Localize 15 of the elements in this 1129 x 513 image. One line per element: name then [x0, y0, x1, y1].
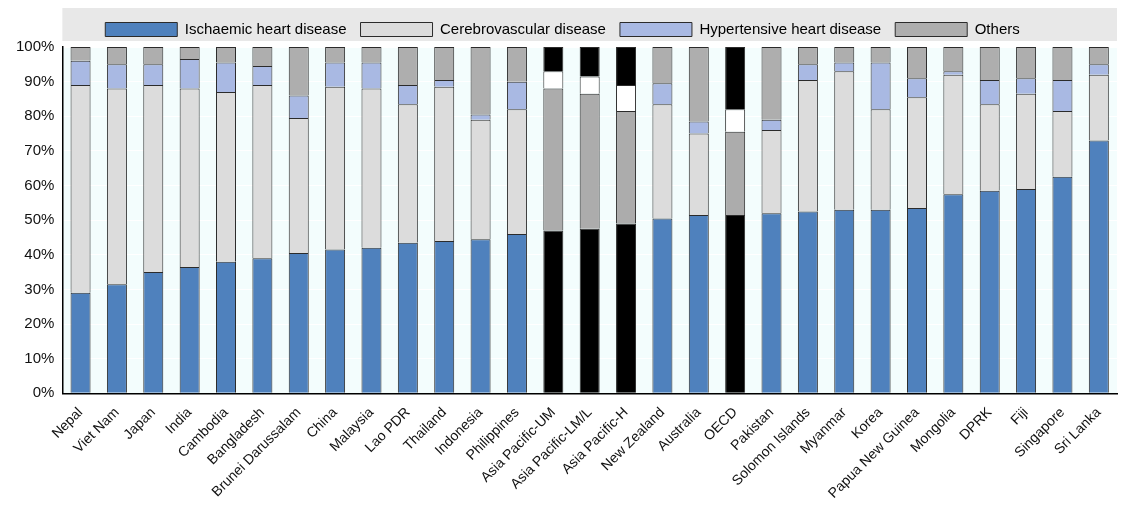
legend-label: Others	[974, 19, 1020, 37]
legend-label: Ischaemic heart disease	[184, 19, 347, 37]
y-tick-label: 90%	[24, 71, 55, 89]
y-tick-label: 70%	[24, 141, 55, 159]
y-tick-label: 60%	[24, 175, 55, 193]
y-tick-label: 10%	[24, 348, 55, 366]
y-tick-label: 30%	[24, 279, 55, 297]
legend-label: Hypertensive heart disease	[699, 19, 882, 37]
y-tick-label: 40%	[24, 244, 55, 262]
y-tick-label: 0%	[32, 383, 55, 401]
y-tick-label: 80%	[24, 106, 55, 124]
y-tick-label: 100%	[15, 37, 55, 55]
y-tick-label: 20%	[24, 314, 55, 332]
y-tick-label: 50%	[24, 210, 55, 228]
legend-label: Cerebrovascular disease	[440, 19, 606, 37]
